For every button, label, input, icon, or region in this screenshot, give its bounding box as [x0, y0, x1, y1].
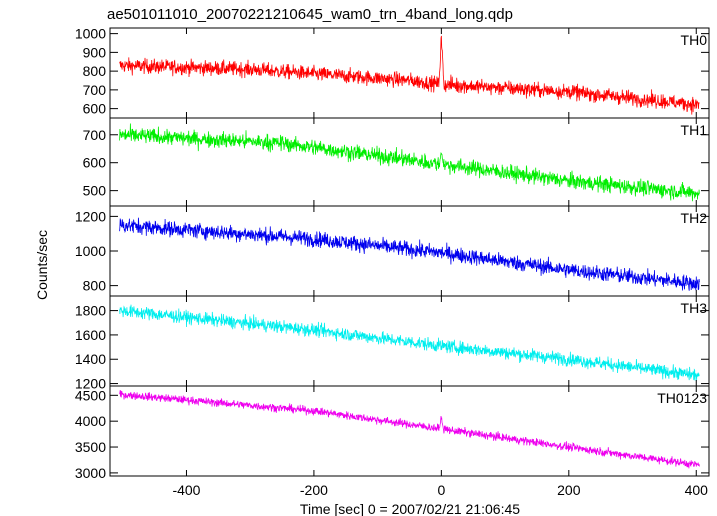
y-tick-label: 800 [83, 63, 107, 79]
x-tick-label: -400 [172, 482, 200, 498]
y-tick-label: 1200 [75, 208, 106, 224]
y-tick-label: 700 [83, 127, 107, 143]
panel-th0123: 3000 3500 4000 4500 TH0123 [75, 385, 710, 481]
panel-label-th2: TH2 [681, 210, 708, 226]
y-tick-label: 3000 [75, 465, 106, 481]
y-tick-label: 1000 [75, 243, 106, 259]
y-tick-label: 900 [83, 44, 107, 60]
x-axis: -400 -200 0 200 400 [172, 482, 708, 498]
y-tick-label: 1400 [75, 351, 106, 367]
panels-group: 600 700 800 900 1000 TH0 500 600 700 TH1 800 1000 12… [75, 26, 710, 481]
y-tick-label: 500 [83, 183, 107, 199]
x-axis-label: Time [sec] 0 = 2007/02/21 21:06:45 [300, 501, 520, 516]
y-tick-label: 600 [83, 101, 107, 117]
y-tick-label: 4500 [75, 387, 106, 403]
series-line-th2 [119, 217, 700, 291]
panel-label-th0123: TH0123 [657, 390, 707, 406]
x-tick-label: 0 [437, 482, 445, 498]
series-line-th1 [119, 123, 700, 202]
x-tick-label: -200 [300, 482, 328, 498]
panel-th3: 1200 1400 1600 1800 TH3 [75, 295, 710, 392]
panel-label-th3: TH3 [681, 300, 708, 316]
series-line-th0123 [119, 389, 700, 469]
panel-th2: 800 1000 1200 TH2 [75, 205, 710, 297]
y-tick-label: 1200 [75, 376, 106, 392]
y-tick-label: 4000 [75, 413, 106, 429]
y-axis-label: Counts/sec [34, 230, 50, 300]
y-tick-label: 1800 [75, 303, 106, 319]
chart-title: ae501011010_20070221210645_wam0_trn_4ban… [107, 6, 513, 23]
panel-th1: 500 600 700 TH1 [83, 117, 710, 207]
panel-label-th0: TH0 [681, 32, 708, 48]
panel-th0: 600 700 800 900 1000 TH0 [75, 26, 710, 119]
series-line-th0 [119, 35, 700, 115]
y-tick-label: 600 [83, 155, 107, 171]
y-tick-label: 1600 [75, 327, 106, 343]
panel-label-th1: TH1 [681, 122, 708, 138]
panel-frame [109, 385, 710, 477]
y-tick-label: 700 [83, 82, 107, 98]
series-line-th3 [119, 304, 700, 381]
y-tick-label: 3500 [75, 439, 106, 455]
y-tick-label: 800 [83, 278, 107, 294]
x-tick-label: 400 [685, 482, 709, 498]
y-tick-label: 1000 [75, 26, 106, 42]
x-tick-label: 200 [557, 482, 581, 498]
